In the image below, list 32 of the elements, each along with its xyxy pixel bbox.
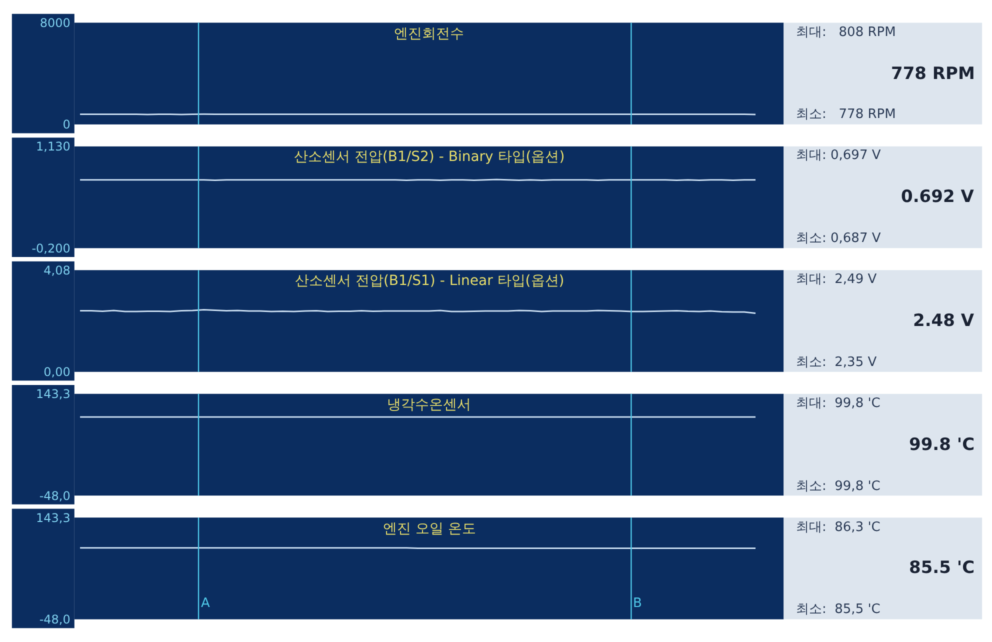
text: 최소: 778 RPM bbox=[796, 107, 896, 122]
y-tick-label: 143,3 bbox=[36, 387, 70, 402]
y-tick-label: 4,08 bbox=[44, 263, 70, 278]
text: 99.8 'C bbox=[909, 435, 975, 455]
text: 778 RPM bbox=[891, 64, 975, 84]
text: 최대: 808 RPM bbox=[796, 25, 896, 40]
y-tick-label: 8000 bbox=[40, 16, 70, 30]
text: 2.48 V bbox=[913, 311, 975, 331]
annotation: A bbox=[201, 596, 210, 611]
text: 최대: 0,697 V bbox=[796, 148, 881, 163]
text: 0.692 V bbox=[901, 187, 975, 207]
y-tick-label: 143,3 bbox=[36, 510, 70, 525]
y-tick-label: 0 bbox=[62, 118, 70, 132]
text: 최대: 99,8 'C bbox=[796, 396, 880, 411]
text: 최소: 0,687 V bbox=[796, 231, 881, 246]
annotation: B bbox=[633, 596, 642, 611]
y-tick-label: 1,130 bbox=[36, 140, 70, 154]
text: 최소: 2,35 V bbox=[796, 355, 877, 370]
chart-title: 냉각수온센서 bbox=[387, 397, 471, 413]
y-tick-label: -0,200 bbox=[32, 241, 70, 256]
text: 최대: 2,49 V bbox=[796, 272, 877, 287]
chart-title: 엔진회전수 bbox=[394, 26, 464, 42]
chart-title: 산소센서 전압(B1/S1) - Linear 타입(옵션) bbox=[295, 273, 564, 289]
y-tick-label: 0,00 bbox=[44, 365, 70, 380]
y-tick-label: -48,0 bbox=[39, 612, 70, 627]
text: 85.5 'C bbox=[909, 558, 975, 578]
chart-title: 엔진 오일 온도 bbox=[383, 521, 476, 537]
text: 최대: 86,3 'C bbox=[796, 520, 880, 535]
chart-title: 산소센서 전압(B1/S2) - Binary 타입(옵션) bbox=[294, 149, 565, 165]
text: 최소: 85,5 'C bbox=[796, 602, 880, 617]
text: 최소: 99,8 'C bbox=[796, 479, 880, 494]
y-tick-label: -48,0 bbox=[39, 488, 70, 503]
